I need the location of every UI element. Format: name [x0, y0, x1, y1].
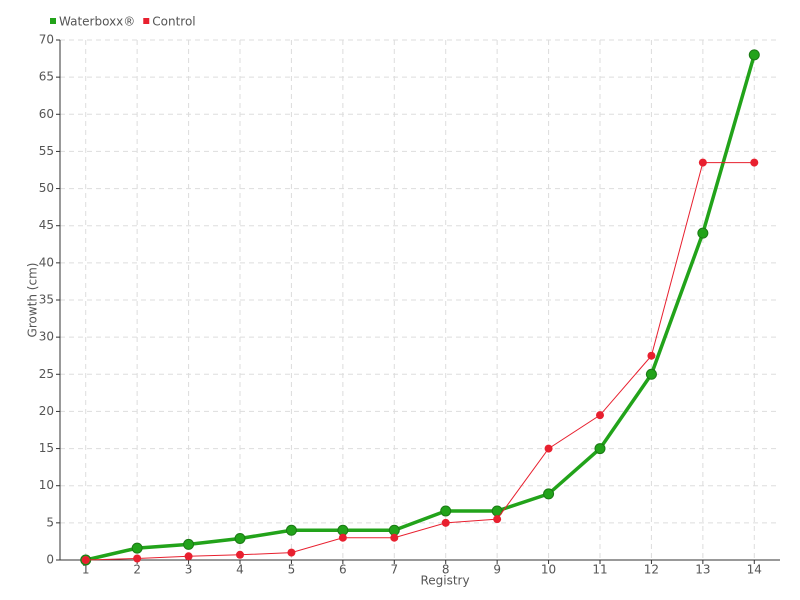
data-point — [131, 542, 143, 554]
y-tick-label: 30 — [39, 330, 54, 344]
data-point — [440, 505, 452, 517]
data-point — [236, 550, 244, 559]
series-line — [85, 54, 756, 562]
y-tick-label: 20 — [39, 404, 54, 418]
data-point — [748, 49, 760, 61]
y-tick-label: 5 — [46, 515, 54, 529]
x-tick-label: 1 — [82, 563, 90, 577]
y-tick-label: 40 — [39, 255, 54, 269]
data-point — [698, 158, 707, 167]
legend-marker — [143, 18, 150, 24]
data-point — [544, 444, 553, 453]
data-point — [285, 524, 297, 536]
y-tick-label: 0 — [46, 553, 54, 567]
x-tick-label: 2 — [133, 563, 141, 577]
legend-marker — [50, 18, 56, 24]
y-axis-label: Growth (cm) — [26, 263, 40, 338]
x-axis-label: Registry — [420, 574, 469, 588]
data-point — [647, 351, 656, 360]
data-point — [287, 548, 296, 557]
x-tick-label: 9 — [493, 563, 501, 577]
series-line — [85, 162, 755, 561]
y-tick-label: 45 — [39, 218, 54, 232]
data-point — [596, 411, 604, 420]
data-point — [390, 533, 399, 542]
x-tick-label: 14 — [747, 563, 762, 577]
data-point — [234, 532, 246, 544]
data-point — [645, 368, 657, 380]
legend-label: Waterboxx® — [59, 15, 135, 29]
data-point — [493, 515, 502, 524]
x-tick-label: 8 — [442, 563, 450, 577]
data-point — [697, 227, 709, 239]
x-tick-label: 13 — [695, 563, 710, 577]
data-point — [543, 488, 555, 500]
y-tick-label: 55 — [39, 144, 54, 158]
y-tick-label: 25 — [39, 367, 54, 381]
x-tick-label: 6 — [339, 563, 347, 577]
data-point — [441, 518, 450, 527]
y-tick-label: 65 — [39, 70, 54, 84]
x-tick-label: 3 — [185, 563, 193, 577]
data-point — [750, 158, 759, 167]
y-tick-label: 60 — [39, 107, 54, 121]
x-tick-label: 12 — [644, 563, 659, 577]
data-point — [338, 533, 347, 542]
y-tick-label: 50 — [39, 181, 54, 195]
data-point — [81, 556, 90, 564]
y-tick-label: 10 — [39, 478, 54, 492]
data-point — [133, 554, 142, 563]
y-tick-label: 70 — [39, 33, 54, 47]
data-point — [184, 552, 193, 561]
x-tick-label: 10 — [541, 563, 556, 577]
data-point — [594, 443, 606, 455]
x-tick-label: 5 — [288, 563, 296, 577]
legend-label: Control — [152, 15, 195, 29]
x-tick-label: 7 — [390, 563, 398, 577]
y-tick-label: 15 — [39, 441, 54, 455]
x-tick-label: 4 — [236, 563, 244, 577]
y-tick-label: 35 — [39, 293, 54, 307]
x-tick-label: 11 — [592, 563, 607, 577]
data-point — [183, 538, 195, 550]
